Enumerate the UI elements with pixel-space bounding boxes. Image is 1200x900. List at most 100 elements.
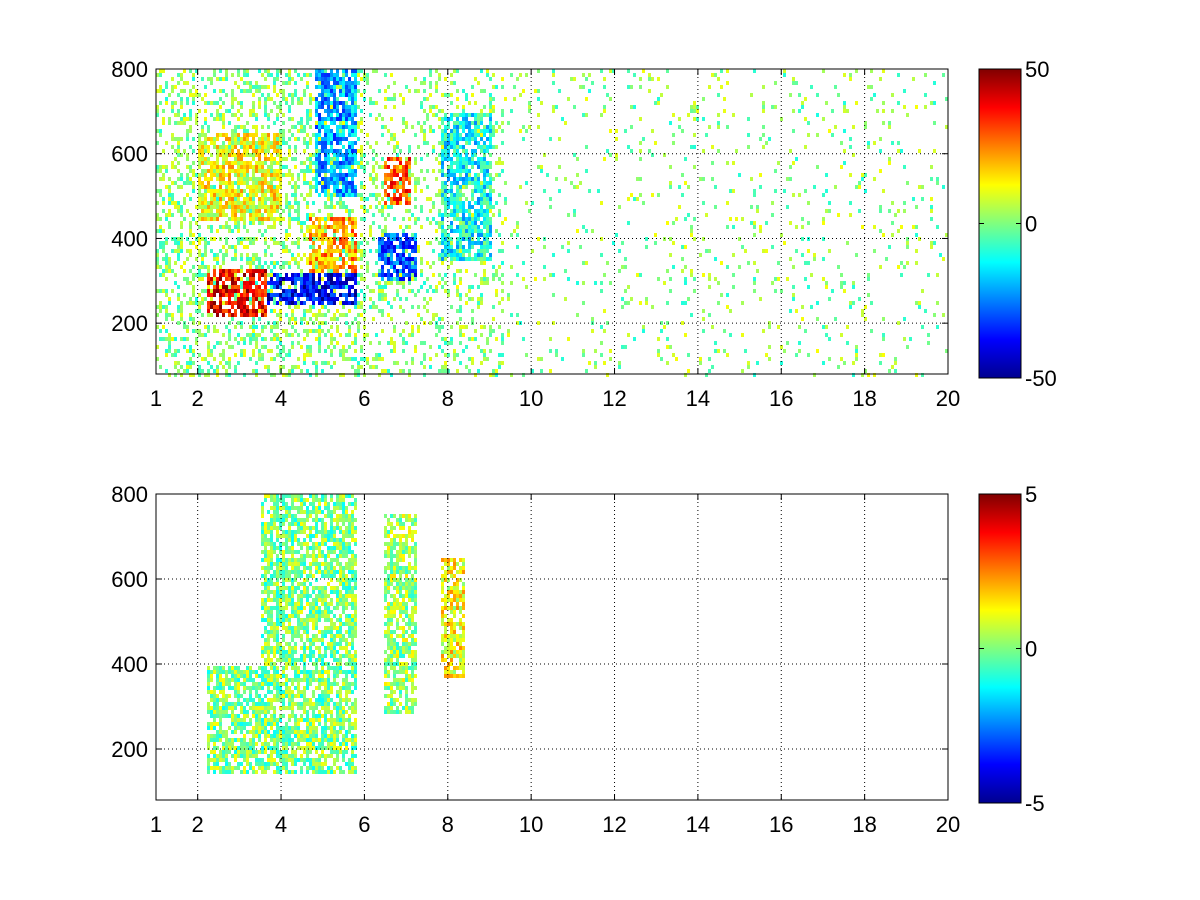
heatmap-cell — [324, 109, 327, 113]
heatmap-cell — [159, 273, 162, 277]
heatmap-cell — [336, 265, 339, 269]
heatmap-cell — [261, 293, 264, 297]
heatmap-cell — [204, 333, 207, 337]
heatmap-cell — [360, 265, 363, 269]
heatmap-cell — [642, 137, 645, 141]
heatmap-cell — [342, 89, 345, 93]
heatmap-cell — [258, 165, 261, 169]
heatmap-cell — [714, 257, 717, 261]
heatmap-cell — [426, 309, 429, 313]
heatmap-cell — [432, 113, 435, 117]
heatmap-cell — [216, 137, 219, 141]
heatmap-cell — [309, 345, 312, 349]
heatmap-cell — [237, 117, 240, 121]
heatmap-cell — [453, 145, 456, 149]
heatmap-cell — [288, 321, 291, 325]
heatmap-cell — [429, 109, 432, 113]
heatmap-cell — [249, 189, 252, 193]
heatmap-cell — [807, 261, 810, 265]
heatmap-cell — [753, 193, 756, 197]
heatmap-cell — [321, 285, 324, 289]
heatmap-cell — [732, 161, 735, 165]
heatmap-cell — [255, 181, 258, 185]
heatmap-cell — [246, 89, 249, 93]
heatmap-cell — [252, 185, 255, 189]
heatmap-cell — [450, 237, 453, 241]
heatmap-cell — [444, 129, 447, 133]
heatmap-cell — [408, 165, 411, 169]
heatmap-cell — [279, 221, 282, 225]
heatmap-cell — [345, 165, 348, 169]
heatmap-cell — [558, 137, 561, 141]
heatmap-cell — [261, 173, 264, 177]
heatmap-cell — [240, 353, 243, 357]
heatmap-cell — [465, 197, 468, 201]
heatmap-cell — [333, 173, 336, 177]
heatmap-cell — [444, 93, 447, 97]
heatmap-cell — [201, 277, 204, 281]
heatmap-cell — [381, 185, 384, 189]
heatmap-cell — [345, 149, 348, 153]
heatmap-cell — [342, 245, 345, 249]
heatmap-cell — [261, 93, 264, 97]
heatmap-cell — [480, 197, 483, 201]
heatmap-cell — [675, 217, 678, 221]
heatmap-cell — [297, 177, 300, 181]
heatmap-cell — [708, 125, 711, 129]
heatmap-cell — [360, 349, 363, 353]
heatmap-cell — [222, 177, 225, 181]
heatmap-cell — [267, 141, 270, 145]
heatmap-cell — [207, 137, 210, 141]
heatmap-cell — [228, 141, 231, 145]
heatmap-cell — [882, 121, 885, 125]
heatmap-cell — [171, 269, 174, 273]
heatmap-cell — [423, 177, 426, 181]
heatmap-cell — [210, 113, 213, 117]
heatmap-cell — [240, 265, 243, 269]
heatmap-cell — [327, 277, 330, 281]
heatmap-cell — [729, 309, 732, 313]
heatmap-cell — [717, 113, 720, 117]
heatmap-cell — [474, 217, 477, 221]
heatmap-cell — [204, 145, 207, 149]
heatmap-cell — [261, 309, 264, 313]
heatmap-cell — [600, 353, 603, 357]
heatmap-cell — [435, 353, 438, 357]
heatmap-cell — [186, 277, 189, 281]
heatmap-cell — [531, 201, 534, 205]
heatmap-cell — [525, 181, 528, 185]
heatmap-cell — [879, 77, 882, 81]
heatmap-cell — [270, 217, 273, 221]
heatmap-cell — [330, 217, 333, 221]
heatmap-cell — [162, 257, 165, 261]
heatmap-cell — [246, 193, 249, 197]
heatmap-cell — [207, 345, 210, 349]
heatmap-cell — [222, 153, 225, 157]
heatmap-cell — [549, 197, 552, 201]
heatmap-cell — [456, 125, 459, 129]
heatmap-cell — [489, 133, 492, 137]
heatmap-cell — [213, 173, 216, 177]
heatmap-cell — [321, 177, 324, 181]
heatmap-cell — [351, 69, 354, 73]
heatmap-cell — [309, 237, 312, 241]
heatmap-cell — [267, 85, 270, 89]
heatmap-cell — [378, 89, 381, 93]
heatmap-cell — [423, 341, 426, 345]
heatmap-cell — [354, 105, 357, 109]
heatmap-cell — [252, 241, 255, 245]
heatmap-cell — [729, 217, 732, 221]
heatmap-cell — [507, 329, 510, 333]
heatmap-cell — [261, 145, 264, 149]
heatmap-cell — [315, 225, 318, 229]
heatmap-cell — [468, 173, 471, 177]
heatmap-cell — [267, 301, 270, 305]
heatmap-cell — [387, 205, 390, 209]
heatmap-cell — [855, 185, 858, 189]
heatmap-cell — [405, 225, 408, 229]
heatmap-cell — [207, 742, 210, 746]
heatmap-cell — [477, 125, 480, 129]
heatmap-cell — [465, 97, 468, 101]
heatmap-cell — [324, 313, 327, 317]
heatmap-cell — [822, 117, 825, 121]
